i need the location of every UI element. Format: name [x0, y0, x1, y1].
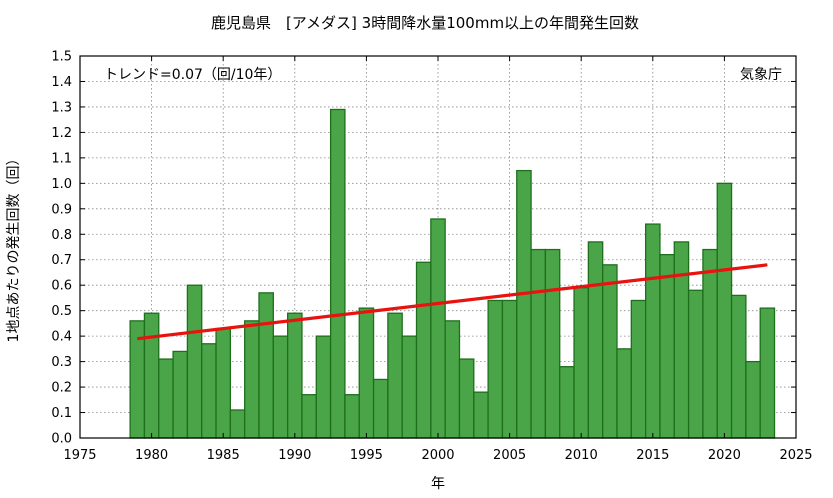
x-tick-label: 1990 — [278, 448, 311, 463]
trend-line — [137, 263, 768, 341]
x-tick-label: 2005 — [493, 448, 526, 463]
bar-2010 — [573, 287, 590, 439]
bar-2000 — [430, 218, 446, 439]
bar-2002 — [458, 358, 475, 439]
bar-2012 — [602, 264, 618, 439]
bar-2022 — [745, 360, 761, 439]
bar-2006 — [516, 169, 532, 439]
y-axis-title: 1地点あたりの発生回数（回） — [6, 152, 22, 343]
bar-1993 — [329, 108, 346, 439]
bar-1982 — [172, 350, 189, 439]
y-tick-label: 0.4 — [51, 330, 72, 345]
x-tick-label: 1995 — [350, 448, 383, 463]
bar-1984 — [201, 343, 217, 439]
bar-1998 — [401, 335, 418, 439]
source-label: 気象庁 — [740, 67, 782, 83]
y-tick-label: 0.7 — [51, 253, 72, 268]
bar-1996 — [372, 378, 389, 439]
y-tick-label: 0.8 — [51, 228, 72, 243]
bar-2017 — [673, 241, 690, 439]
bar-1989 — [272, 335, 289, 439]
bar-2019 — [702, 248, 718, 439]
chart-title: 鹿児島県 [アメダス] 3時間降水量100mm以上の年間発生回数 — [211, 14, 639, 32]
bar-1990 — [286, 312, 303, 439]
y-tick-label: 1.0 — [51, 177, 72, 192]
bar-2004 — [487, 299, 504, 439]
bar-2013 — [616, 348, 632, 439]
bar-2003 — [473, 391, 489, 439]
bar-2020 — [716, 182, 733, 439]
bar-2011 — [587, 241, 604, 439]
y-tick-label: 0.1 — [51, 406, 72, 421]
bar-1988 — [258, 292, 274, 439]
bar-2021 — [730, 294, 747, 439]
bar-2015 — [644, 223, 661, 439]
bar-2001 — [444, 320, 461, 439]
y-tick-label: 1.1 — [51, 151, 72, 166]
y-tick-label: 1.4 — [51, 75, 72, 90]
y-tick-label: 0.9 — [51, 202, 72, 217]
y-tick-label: 1.5 — [51, 50, 72, 65]
y-tick-label: 0.6 — [51, 279, 72, 294]
bar-2009 — [559, 366, 575, 439]
bar-1999 — [415, 261, 432, 439]
x-axis: 1975 1980 1985 1990 1995 2000 2005 2010 2015 2020… — [63, 56, 813, 463]
bar-2008 — [544, 248, 561, 439]
x-tick-label: 2025 — [779, 448, 812, 463]
y-tick-label: 0.0 — [51, 432, 72, 447]
x-tick-label: 1975 — [63, 448, 96, 463]
y-tick-label: 1.3 — [51, 100, 72, 115]
trend-label: トレンド=0.07（回/10年） — [104, 67, 281, 83]
bar-1985 — [215, 327, 232, 439]
bar-1987 — [244, 320, 260, 439]
bar-1980 — [143, 312, 160, 439]
y-tick-label: 1.2 — [51, 126, 72, 141]
bar-2018 — [687, 289, 704, 439]
bar-1994 — [344, 394, 360, 439]
bar-1991 — [301, 394, 317, 439]
x-tick-label: 2020 — [708, 448, 741, 463]
x-tick-label: 2015 — [636, 448, 669, 463]
bar-2023 — [759, 307, 776, 439]
trend — [137, 263, 768, 341]
bar-1995 — [358, 307, 375, 439]
y-axis: 0.0 0.1 0.2 0.3 0.4 0.5 0.6 0.7 0.8 0.9 1.0 1.1 1.2 1… — [51, 50, 796, 447]
bar-2005 — [501, 299, 518, 439]
x-tick-label: 2000 — [421, 448, 454, 463]
y-tick-label: 0.5 — [51, 304, 72, 319]
x-axis-title: 年 — [431, 476, 445, 492]
bar-1981 — [158, 358, 174, 439]
y-tick-label: 0.3 — [51, 355, 72, 370]
bar-1997 — [387, 312, 403, 439]
bar-2007 — [530, 248, 547, 439]
bar-2014 — [630, 299, 647, 439]
x-tick-label: 2010 — [565, 448, 598, 463]
bars — [129, 108, 776, 439]
bar-1986 — [229, 409, 246, 439]
bar-1992 — [315, 335, 332, 439]
bar-2016 — [659, 253, 675, 439]
bar-1983 — [186, 284, 203, 439]
x-tick-label: 1985 — [207, 448, 240, 463]
y-tick-label: 0.2 — [51, 381, 72, 396]
x-tick-label: 1980 — [135, 448, 168, 463]
